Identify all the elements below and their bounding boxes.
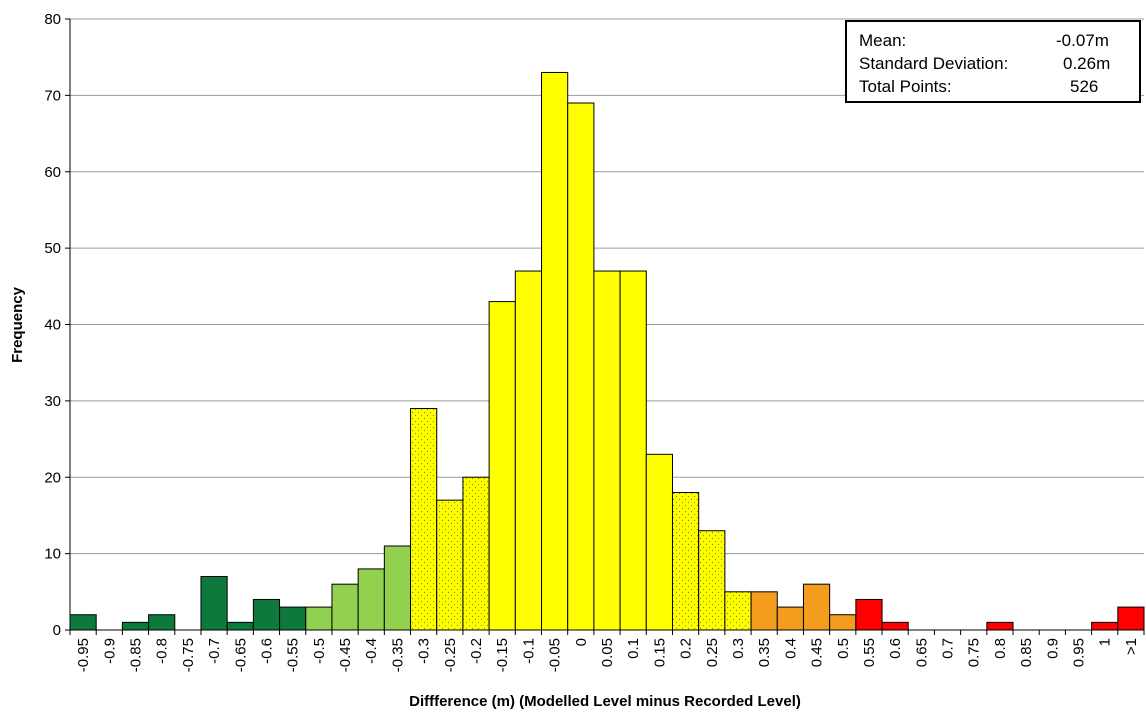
x-tick-label: -0.35 bbox=[389, 638, 406, 672]
histogram-bar bbox=[567, 102, 595, 631]
x-tick-label: -0.6 bbox=[258, 638, 275, 664]
histogram-bar bbox=[436, 499, 464, 631]
histogram-bar bbox=[279, 606, 307, 631]
x-tick-label: 0.3 bbox=[730, 638, 747, 659]
x-tick-label: 0.2 bbox=[678, 638, 695, 659]
x-tick-label: -0.9 bbox=[101, 638, 118, 664]
x-tick-label: -0.45 bbox=[337, 638, 354, 672]
histogram-bar bbox=[514, 270, 543, 631]
histogram-bar bbox=[855, 598, 883, 631]
x-tick-label: -0.15 bbox=[494, 638, 511, 672]
histogram-bar bbox=[829, 614, 857, 631]
histogram-bar bbox=[331, 583, 359, 631]
x-tick-label: -0.4 bbox=[363, 638, 380, 664]
x-tick-label: -0.1 bbox=[520, 638, 537, 664]
x-tick-label: -0.7 bbox=[206, 638, 223, 664]
x-tick-label: 0.7 bbox=[940, 638, 957, 659]
histogram-bar bbox=[305, 606, 333, 631]
histogram-bar bbox=[724, 591, 752, 631]
x-tick-label: 0.65 bbox=[913, 638, 930, 667]
histogram-bar bbox=[593, 270, 621, 631]
x-tick-label: 0.75 bbox=[966, 638, 983, 667]
total-points-value: 526 bbox=[1070, 77, 1099, 96]
stats-row-total-points: Total Points: 526 bbox=[859, 77, 1127, 97]
stats-row-standard-deviation: Standard Deviation: 0.26m bbox=[859, 54, 1127, 74]
mean-label: Mean: bbox=[859, 31, 907, 50]
x-tick-label: 0 bbox=[573, 638, 590, 646]
x-tick-label: -0.55 bbox=[285, 638, 302, 672]
histogram-bar bbox=[462, 476, 490, 631]
y-axis-title: Frequency bbox=[9, 286, 26, 363]
standard-deviation-value: 0.26m bbox=[1063, 54, 1111, 73]
histogram-bar bbox=[357, 568, 385, 631]
stats-row-mean: Mean: -0.07m bbox=[859, 31, 1127, 51]
histogram-bar bbox=[488, 301, 516, 631]
y-tick-label: 0 bbox=[53, 622, 61, 639]
standard-deviation-label: Standard Deviation: bbox=[859, 54, 1009, 73]
x-tick-label: -0.2 bbox=[468, 638, 485, 664]
x-tick-label: -0.95 bbox=[75, 638, 92, 672]
y-tick-label: 80 bbox=[44, 11, 61, 28]
x-tick-label: -0.65 bbox=[232, 638, 249, 672]
bars bbox=[69, 71, 1145, 631]
histogram-bar bbox=[121, 621, 150, 631]
histogram-bar bbox=[148, 614, 176, 631]
histogram-bar bbox=[671, 492, 700, 631]
histogram-bar bbox=[1117, 606, 1145, 631]
histogram-bar bbox=[383, 545, 412, 631]
histogram-bar bbox=[1091, 621, 1119, 631]
x-tick-label: -0.25 bbox=[442, 638, 459, 672]
y-tick-label: 50 bbox=[44, 240, 61, 257]
x-tick-label: >1 bbox=[1123, 638, 1140, 655]
y-tick-label: 30 bbox=[44, 393, 61, 410]
x-tick-label: 0.15 bbox=[651, 638, 668, 667]
x-tick-label: 0.85 bbox=[1018, 638, 1035, 667]
histogram-bar bbox=[252, 598, 281, 631]
y-tick-label: 70 bbox=[44, 87, 61, 104]
histogram-bar bbox=[541, 71, 569, 631]
histogram-bar bbox=[698, 530, 726, 631]
histogram-bar bbox=[200, 576, 228, 631]
histogram-bar bbox=[750, 591, 778, 631]
y-tick-label: 60 bbox=[44, 164, 61, 181]
histogram-bar bbox=[619, 270, 647, 631]
x-tick-label: -0.05 bbox=[547, 638, 564, 672]
x-tick-label: 0.25 bbox=[704, 638, 721, 667]
x-tick-label: 0.35 bbox=[756, 638, 773, 667]
x-tick-label: 0.8 bbox=[992, 638, 1009, 659]
histogram-bar bbox=[410, 408, 438, 631]
x-tick-label: -0.85 bbox=[127, 638, 144, 672]
histogram-bar bbox=[645, 453, 673, 631]
x-tick-label: -0.8 bbox=[154, 638, 171, 664]
x-tick-label: 0.95 bbox=[1071, 638, 1088, 667]
x-tick-label: -0.5 bbox=[311, 638, 328, 664]
y-tick-label: 10 bbox=[44, 546, 61, 563]
x-tick-label: -0.75 bbox=[180, 638, 197, 672]
x-tick-labels: -0.95 -0.9 -0.85 -0.8 -0.75 -0.7 -0.65 -0.6 -0.5… bbox=[69, 630, 1145, 672]
x-tick-label: 0.05 bbox=[599, 638, 616, 667]
mean-value: -0.07m bbox=[1056, 31, 1109, 50]
x-axis-title: Diffference (m) (Modelled Level minus Re… bbox=[409, 693, 801, 710]
x-tick-label: 0.9 bbox=[1044, 638, 1061, 659]
x-tick-label: 0.6 bbox=[887, 638, 904, 659]
histogram-bar bbox=[226, 621, 254, 631]
x-tick-label: 0.1 bbox=[625, 638, 642, 659]
x-tick-label: -0.3 bbox=[416, 638, 433, 664]
histogram-bar bbox=[802, 583, 831, 631]
histogram-bar bbox=[881, 621, 909, 631]
x-tick-label: 1 bbox=[1097, 638, 1114, 646]
x-tick-label: 0.5 bbox=[835, 638, 852, 659]
x-tick-label: 0.4 bbox=[782, 638, 799, 659]
y-tick-labels: 0 10 20 30 40 50 60 70 80 bbox=[44, 11, 70, 639]
total-points-label: Total Points: bbox=[859, 77, 952, 96]
statistics-box: Mean: -0.07m Standard Deviation: 0.26m T… bbox=[845, 20, 1141, 103]
histogram-bar bbox=[986, 621, 1014, 631]
histogram-bar bbox=[69, 614, 97, 631]
histogram-bar bbox=[776, 606, 804, 631]
y-tick-label: 40 bbox=[44, 317, 61, 334]
x-tick-label: 0.55 bbox=[861, 638, 878, 667]
x-tick-label: 0.45 bbox=[809, 638, 826, 667]
y-tick-label: 20 bbox=[44, 469, 61, 486]
